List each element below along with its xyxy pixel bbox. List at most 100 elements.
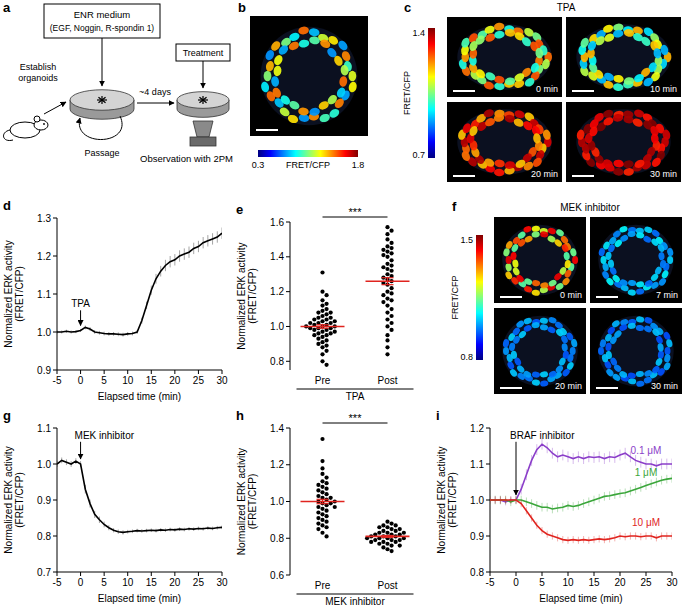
nucleus [654,357,663,367]
nucleus [623,76,634,85]
panel-label: e [236,202,243,217]
category-label: Pre [315,375,331,386]
x-tick-label: 25 [640,577,652,588]
series-line [490,444,672,502]
y-tick-label: 1.0 [37,327,51,338]
series-line [57,460,222,532]
data-point [389,544,393,548]
data-point [324,509,328,513]
data-point [385,317,389,321]
y-tick [286,464,290,465]
error-cap [317,503,329,504]
y-tick [286,256,290,257]
x-tick-label: 20 [614,577,626,588]
x-tick-label: -5 [486,577,495,588]
step-text: Observation with 2PM [140,153,233,164]
organoid [598,316,674,387]
nucleus [523,225,533,234]
nucleus [483,24,495,35]
x-tick-label: 0 [78,375,84,386]
x-tick-label: 15 [588,577,600,588]
data-point [381,265,385,269]
scale-bar [453,90,475,92]
arrow [79,116,122,140]
image-background [590,308,682,394]
data-point [320,352,324,356]
nucleus [644,279,654,288]
series-line [490,500,672,540]
organoid [502,225,578,296]
y-tick-label: 1.0 [270,496,284,507]
image-background [250,16,368,136]
scale-bar [596,296,618,298]
image-background [566,102,681,182]
panel-label: h [236,408,244,423]
nucleus [619,278,629,287]
frame-time: 20 min [531,169,558,179]
data-point [316,331,320,335]
x-tick-label: 0 [78,577,84,588]
y-tick [53,428,57,429]
data-point [324,481,328,485]
x-tick-label: 20 [169,375,181,386]
data-point [385,310,389,314]
x-tick [57,370,58,374]
nucleus [665,347,671,355]
data-point [320,523,324,527]
data-point [329,331,333,335]
data-point [312,317,316,321]
nucleus [493,113,504,122]
data-point [385,338,389,342]
data-point [320,437,324,441]
error-cap [382,277,394,278]
data-point [385,297,389,301]
data-point [324,312,328,316]
error-cap [382,537,394,538]
data-point [385,520,389,524]
medium-box [44,4,160,38]
data-point [402,531,406,535]
data-point [389,307,393,311]
nucleus [627,322,636,329]
y-tick-label: 0.7 [37,567,51,578]
line-chart: 0.70.80.91.01.1Normalized ERK activity(F… [3,408,228,604]
x-tick-label: 5 [101,577,107,588]
nucleus [504,161,515,170]
nucleus [628,279,637,286]
data-point [320,335,324,339]
data-point [385,255,389,259]
y-tick [53,332,57,333]
nucleus [532,280,541,287]
data-point [320,459,324,463]
data-point [324,476,328,480]
nucleus [661,129,671,141]
data-point [320,303,324,307]
y-tick [486,428,490,429]
y-tick [286,501,290,502]
nucleus [264,71,272,82]
y-tick [486,500,490,501]
y-axis-label: (FRET/CFP) [14,266,25,322]
nucleus [662,331,671,341]
data-point [389,527,393,531]
y-axis-label: Normalized ERK activity [436,446,447,553]
y-axis-label: (FRET/CFP) [14,472,25,528]
data-point [320,531,324,535]
nucleus [531,321,540,328]
arrow [203,61,204,88]
data-point [389,314,393,318]
box-text: (EGF, Noggin, R-spondin 1) [50,23,155,33]
x-tick-label: 25 [193,375,205,386]
nucleus [657,343,664,352]
y-tick [286,361,290,362]
mean-line [366,536,410,538]
colorbar-label: FRET/CFP [402,71,412,115]
nucleus [636,281,645,288]
y-tick-label: 0.9 [37,495,51,506]
nucleus [657,277,667,287]
nucleus [643,324,653,333]
colorbar [476,235,483,360]
nucleus [288,31,301,42]
panel-label: d [3,198,11,213]
nucleus [598,347,604,355]
